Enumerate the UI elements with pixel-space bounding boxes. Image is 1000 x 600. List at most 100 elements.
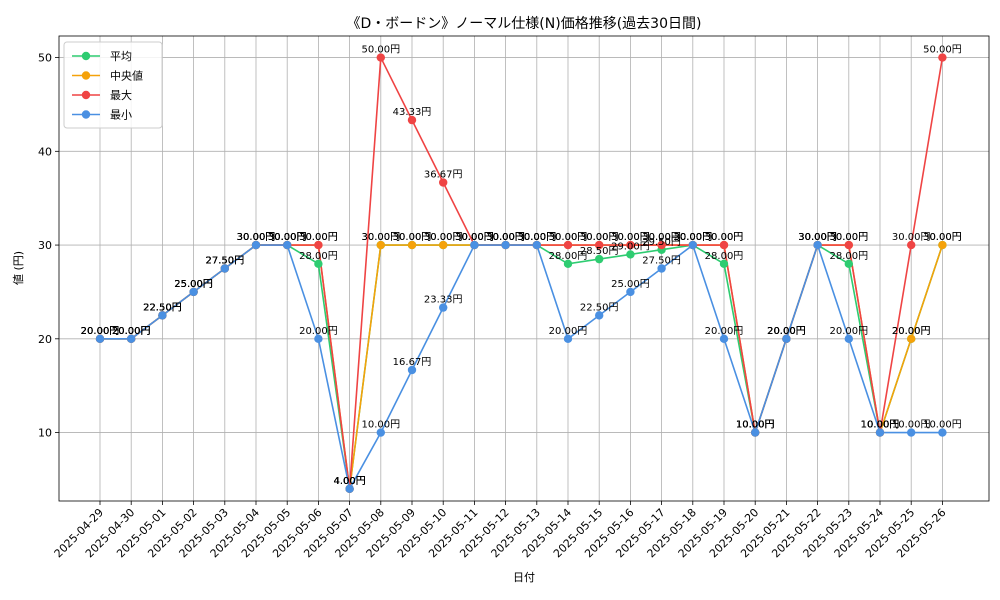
series-point-3 (439, 303, 448, 312)
x-axis-label: 日付 (513, 571, 535, 584)
data-label-2: 36.67円 (424, 170, 463, 181)
series-point-3 (501, 240, 510, 250)
data-label-1: 10.00円 (736, 420, 775, 431)
data-label-1: 30.00円 (642, 232, 681, 243)
data-label-2: 20.00円 (81, 326, 120, 337)
data-label-0: 30.00円 (237, 232, 276, 243)
data-label-1: 20.00円 (81, 326, 120, 337)
series-point-3 (563, 334, 573, 344)
data-label-0: 30.00円 (517, 232, 556, 243)
data-label-3: 25.00円 (611, 279, 650, 290)
data-label-1: 30.00円 (424, 232, 463, 243)
data-label-3: 25.00円 (174, 279, 213, 290)
series-point-3 (907, 428, 916, 437)
y-tick-label: 50 (38, 52, 52, 65)
data-label-2: 30.00円 (455, 232, 494, 243)
data-label-2: 30.00円 (299, 232, 338, 243)
data-label-2: 30.00円 (237, 232, 276, 243)
data-label-0: 29.50円 (642, 237, 681, 248)
data-label-1: 30.00円 (798, 232, 837, 243)
data-label-3: 20.00円 (549, 326, 588, 337)
series-point-2 (563, 240, 573, 250)
legend-marker-0 (81, 51, 91, 61)
series-point-1 (407, 240, 417, 250)
data-label-0: 20.00円 (767, 326, 806, 337)
data-label-2: 30.00円 (892, 232, 931, 243)
series-point-2 (907, 240, 916, 250)
series-point-3 (875, 428, 885, 437)
series-point-2 (938, 53, 947, 62)
data-label-1: 30.00円 (549, 232, 588, 243)
data-label-2: 20.00円 (112, 326, 151, 337)
data-label-1: 20.00円 (892, 326, 931, 337)
data-label-1: 30.00円 (923, 232, 962, 243)
data-label-0: 10.00円 (736, 420, 775, 431)
series-point-3 (407, 365, 417, 375)
series-point-1 (938, 240, 947, 250)
data-label-0: 4.00円 (333, 476, 365, 487)
legend-label-0: 平均 (110, 50, 132, 63)
data-label-0: 20.00円 (81, 326, 120, 337)
data-label-0: 28.00円 (549, 251, 588, 262)
series-point-3 (813, 240, 822, 250)
legend-label-1: 中央値 (110, 70, 143, 83)
data-label-3: 10.00円 (861, 420, 900, 431)
data-label-0: 20.00円 (892, 326, 931, 337)
data-label-2: 27.50円 (205, 256, 244, 267)
y-tick-label: 20 (38, 333, 52, 346)
data-label-3: 27.50円 (205, 256, 244, 267)
series-point-0 (626, 250, 635, 259)
data-label-2: 50.00円 (923, 45, 962, 56)
data-label-1: 30.00円 (268, 232, 307, 243)
series-line-2 (100, 54, 944, 489)
data-label-0: 30.00円 (268, 232, 307, 243)
series-point-3 (844, 334, 853, 344)
series-point-3 (719, 334, 729, 344)
data-label-2: 4.00円 (333, 476, 365, 487)
data-label-0: 22.50円 (143, 302, 182, 313)
data-label-3: 30.00円 (486, 232, 525, 243)
data-label-0: 28.00円 (705, 251, 744, 262)
data-label-0: 27.50円 (205, 256, 244, 267)
data-label-1: 30.00円 (393, 232, 432, 243)
series-point-3 (127, 334, 136, 344)
data-label-2: 30.00円 (611, 232, 650, 243)
data-label-3: 10.00円 (892, 420, 931, 431)
data-label-1: 27.50円 (205, 256, 244, 267)
data-label-2: 30.00円 (486, 232, 525, 243)
data-label-1: 10.00円 (861, 420, 900, 431)
legend-marker-3 (81, 110, 91, 119)
series-point-3 (532, 240, 541, 250)
data-label-0: 28.50円 (580, 246, 619, 257)
y-axis-ticks: 10 20 30 40 50 (38, 52, 59, 440)
data-label-0: 25.00円 (174, 279, 213, 290)
data-label-1: 4.00円 (333, 476, 365, 487)
data-label-2: 10.00円 (736, 420, 775, 431)
data-label-1: 30.00円 (580, 232, 619, 243)
data-label-2: 30.00円 (268, 232, 307, 243)
series-point-3 (657, 264, 666, 273)
series-line-1 (100, 244, 944, 489)
data-label-0: 30.00円 (923, 232, 962, 243)
series-point-3 (626, 287, 635, 297)
data-label-2: 25.00円 (174, 279, 213, 290)
data-label-3: 10.00円 (361, 420, 400, 431)
series-point-3 (283, 240, 292, 250)
legend-box (63, 41, 163, 129)
legend-label-2: 最大 (110, 88, 132, 102)
series-lines (100, 54, 944, 492)
series-point-2 (407, 115, 417, 125)
data-label-0: 10.00円 (861, 420, 900, 431)
data-label-3: 30.00円 (455, 232, 494, 243)
data-label-3: 30.00円 (673, 232, 712, 243)
data-label-3: 23.33円 (424, 295, 463, 306)
data-label-2: 30.00円 (829, 232, 868, 243)
series-point-0 (563, 259, 573, 269)
data-label-3: 30.00円 (237, 232, 276, 243)
series-point-1 (907, 334, 916, 344)
series-point-0 (314, 259, 323, 269)
series-point-3 (470, 240, 479, 250)
data-label-2: 43.33円 (393, 107, 432, 118)
data-label-0: 30.00円 (486, 232, 525, 243)
